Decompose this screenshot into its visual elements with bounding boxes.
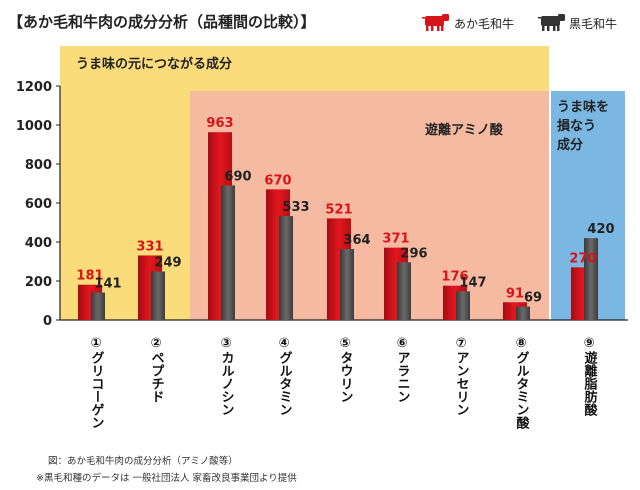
category-label: ③カルノシン — [219, 336, 235, 416]
value-label-red: 181 — [76, 269, 103, 284]
category-label: ⑥アラニン — [395, 336, 410, 403]
zone-amino — [190, 91, 549, 320]
value-label-black: 147 — [459, 275, 486, 290]
category-label: ⑦アンセリン — [454, 336, 470, 416]
bar-black — [151, 271, 165, 320]
bar-black — [279, 216, 293, 320]
y-tick-label: 400 — [25, 236, 52, 251]
zone-spoil-label-1: うま味を — [557, 99, 609, 115]
red-cow-icon — [422, 14, 449, 31]
y-tick-label: 1200 — [16, 80, 52, 95]
bar-black — [584, 238, 598, 320]
category-label: ⑨遊離脂肪酸 — [582, 336, 599, 417]
bar-black — [456, 291, 470, 320]
legend-label-black: 黒毛和牛 — [569, 16, 617, 31]
value-label-red: 670 — [264, 173, 291, 188]
note-source: ※黒毛和種のデータは 一般社団法人 家畜改良事業団より提供 — [36, 472, 297, 484]
y-tick-label: 600 — [25, 197, 52, 212]
legend: あか毛和牛 黒毛和牛 — [422, 14, 617, 31]
value-label-black: 296 — [400, 246, 427, 261]
value-label-red: 176 — [441, 270, 468, 285]
value-label-black: 249 — [154, 255, 181, 270]
zone-spoil-label-3: 成分 — [557, 137, 583, 153]
chart-title: 【あか毛和牛肉の成分分析（品種間の比較）】 — [8, 13, 316, 31]
value-label-black: 420 — [587, 222, 614, 237]
value-label-black: 364 — [343, 233, 370, 248]
y-tick-label: 1000 — [16, 119, 52, 134]
bar-black — [516, 306, 530, 320]
value-label-red: 521 — [325, 202, 352, 217]
value-label-red: 91 — [506, 286, 524, 301]
bar-black — [221, 185, 235, 320]
category-label: ⑤タウリン — [338, 336, 354, 403]
value-label-black: 141 — [94, 277, 121, 292]
y-tick-label: 0 — [43, 314, 52, 329]
zone-umami-label: うま味の元につながる成分 — [76, 56, 232, 72]
category-label: ②ペプチド — [149, 336, 165, 403]
value-label-red: 371 — [382, 232, 409, 247]
bar-black — [340, 249, 354, 320]
legend-label-red: あか毛和牛 — [454, 16, 514, 31]
zone-spoil-label-2: 損なう — [557, 118, 596, 134]
category-labels: ①グリコーゲン ②ペプチド ③カルノシン ④グルタミン ⑤タウリン ⑥アラニン ⑦アンセリン… — [89, 336, 599, 430]
value-label-black: 69 — [524, 291, 542, 306]
value-label-black: 690 — [224, 169, 251, 184]
category-label: ⑧グルタミン酸 — [514, 336, 530, 430]
black-cow-icon — [538, 14, 565, 31]
y-tick-label: 200 — [25, 275, 52, 290]
value-label-red: 270 — [569, 251, 596, 266]
value-label-black: 533 — [282, 200, 309, 215]
value-label-red: 963 — [206, 116, 233, 131]
category-label: ④グルタミン — [277, 336, 293, 416]
bar-black — [397, 262, 411, 320]
y-tick-label: 800 — [25, 158, 52, 173]
note-figure: 図：あか毛和牛肉の成分分析（アミノ酸等） — [48, 455, 238, 467]
category-label: ①グリコーゲン — [89, 336, 105, 429]
bar-black — [91, 292, 105, 320]
value-label-red: 331 — [136, 239, 163, 254]
zone-amino-label: 遊離アミノ酸 — [425, 122, 504, 138]
